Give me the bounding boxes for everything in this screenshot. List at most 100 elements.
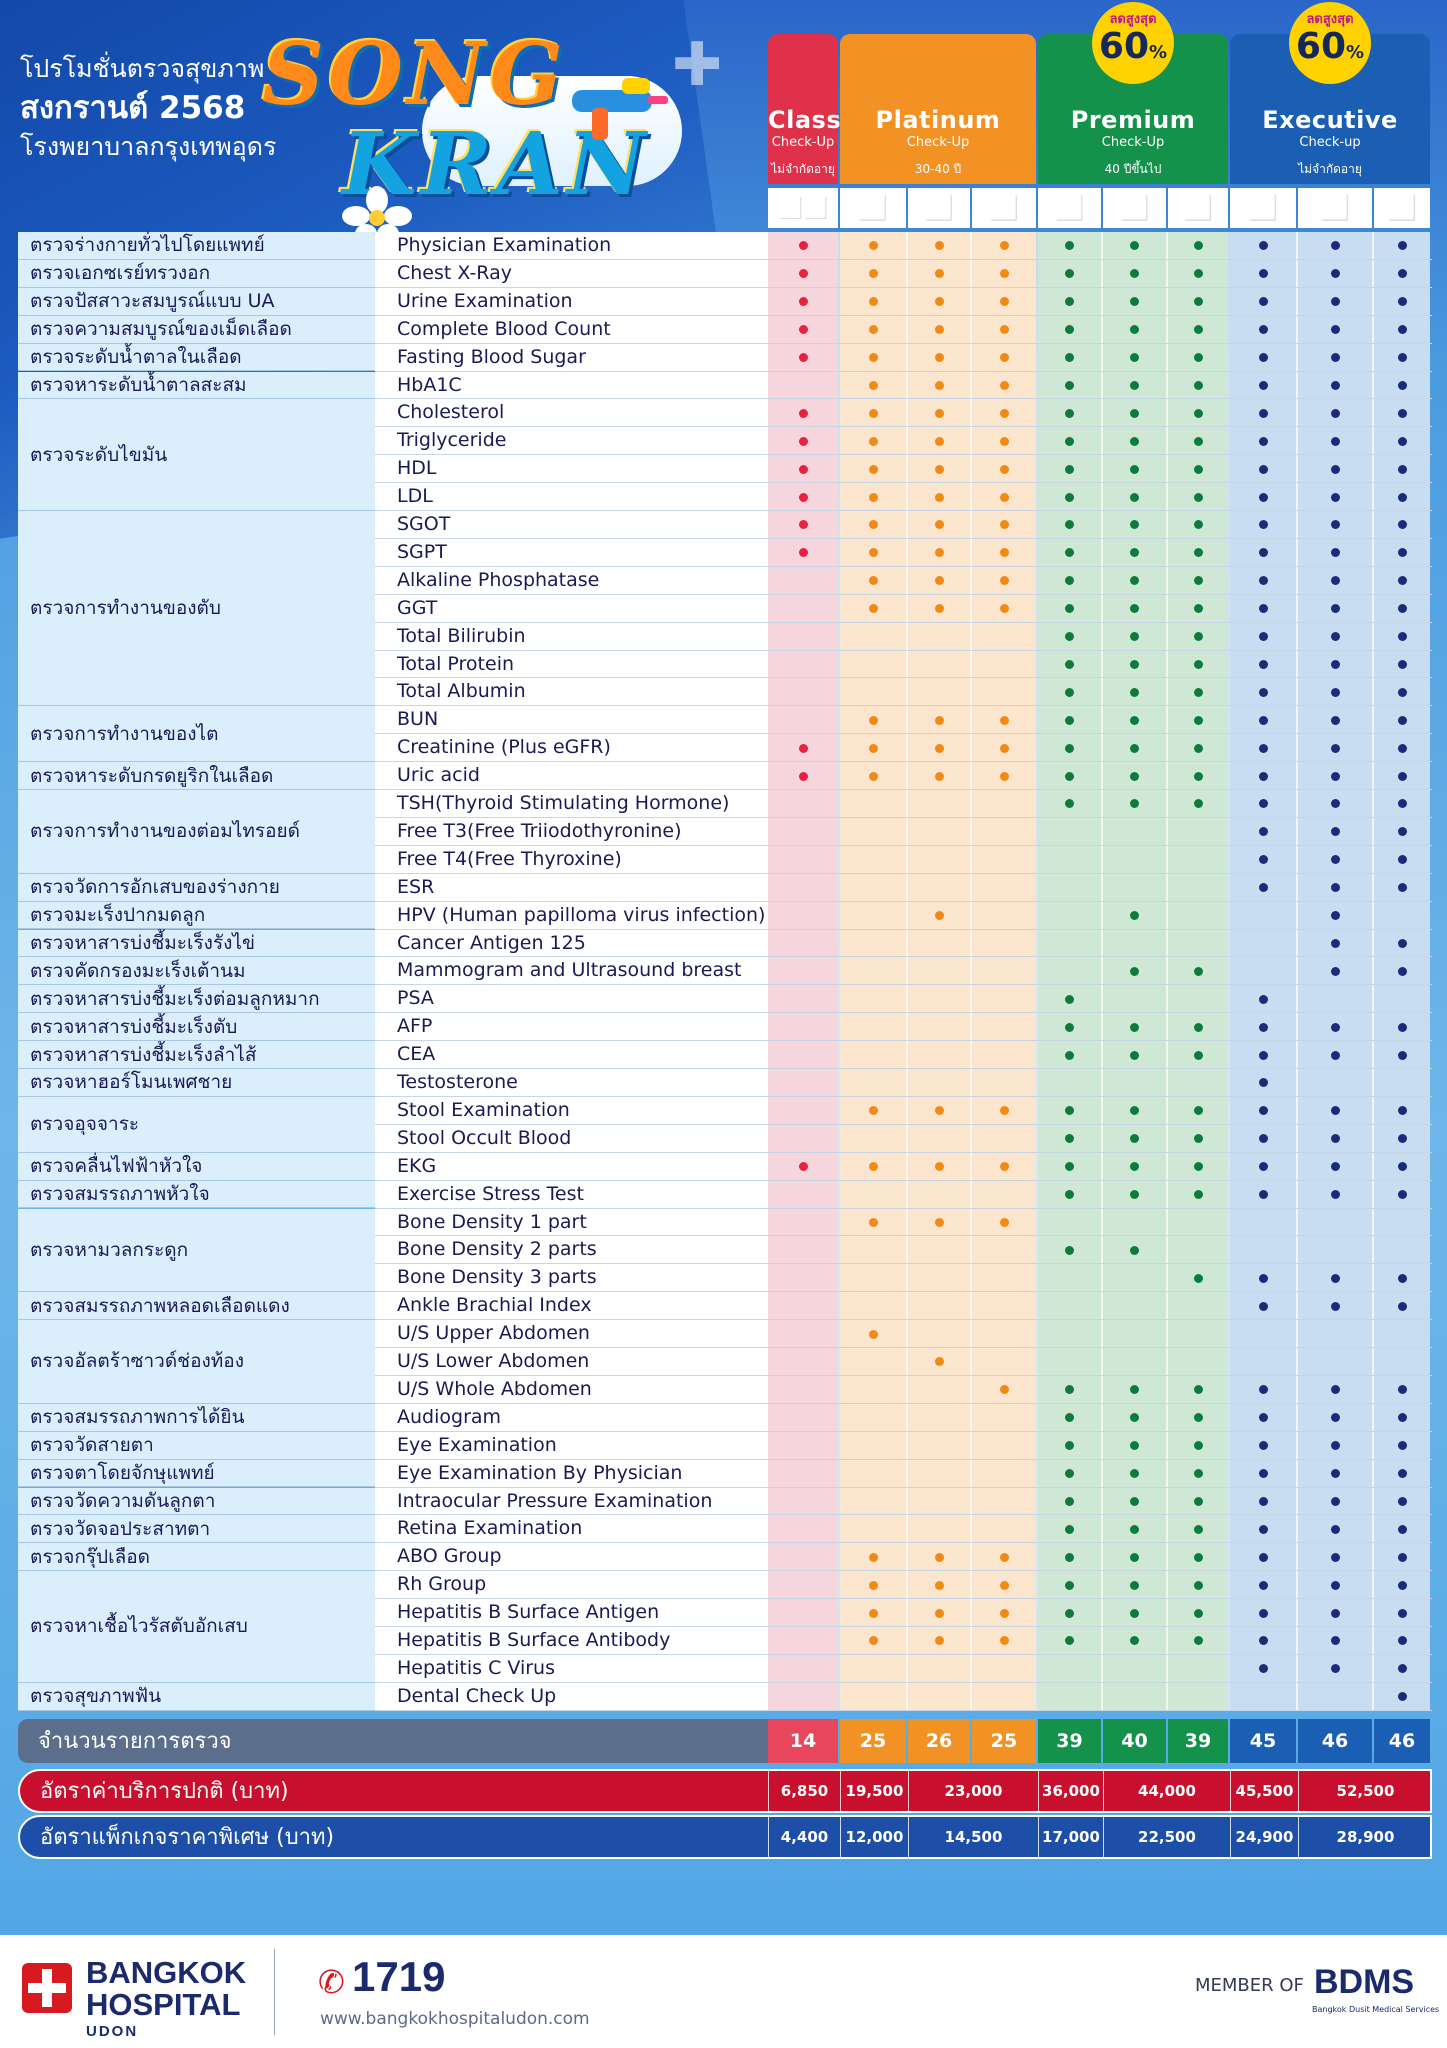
brand-line1: BANGKOK [86, 1955, 247, 1990]
included-dot [1330, 1580, 1340, 1590]
included-dot [999, 1552, 1009, 1562]
included-dot [1330, 1441, 1340, 1451]
included-dot [1193, 743, 1203, 753]
included-dot [1130, 632, 1139, 642]
plan-age-range: ไม่จำกัดอายุ [771, 162, 835, 176]
included-dot [1397, 1385, 1407, 1395]
test-name: Free T3(Free Triiodothyronine) [397, 819, 682, 842]
included-dot [868, 1636, 878, 1646]
included-dot [1193, 1050, 1203, 1060]
included-dot [1330, 1050, 1340, 1060]
included-dot [1193, 408, 1203, 418]
included-dot [1330, 1636, 1340, 1646]
test-name: ABO Group [397, 1545, 502, 1568]
included-dot [999, 743, 1009, 753]
included-dot [934, 325, 944, 335]
thai-test-group: ตรวจตาโดยจักษุแพทย์ [18, 1459, 375, 1488]
included-dot [868, 1217, 878, 1227]
included-dot [1258, 1524, 1268, 1534]
table-row-divider [375, 1068, 1432, 1069]
included-dot [1065, 380, 1074, 390]
thai-test-name: ตรวจคัดกรองมะเร็งเต้านม [30, 959, 246, 982]
included-dot [1193, 659, 1203, 669]
included-dot [934, 520, 944, 530]
table-row-divider [375, 844, 1432, 846]
included-dot [1193, 1496, 1203, 1506]
included-dot [1193, 436, 1203, 446]
included-dot [1065, 436, 1074, 446]
thai-test-group: ตรวจคลื่นไฟฟ้าหัวใจ [18, 1152, 375, 1181]
included-dot [1397, 1413, 1407, 1423]
included-dot [934, 408, 944, 418]
thai-test-group: ตรวจสมรรถภาพหลอดเลือดแดง [18, 1292, 375, 1321]
included-dot [1130, 799, 1139, 809]
table-row-divider [375, 1095, 1432, 1097]
included-dot [1397, 1441, 1407, 1451]
included-dot [1397, 1692, 1407, 1702]
hotline-number[interactable]: 1719 [352, 1953, 446, 2000]
table-row-divider [375, 1458, 1432, 1460]
included-dot [1397, 1664, 1407, 1674]
thai-test-group: ตรวจร่างกายทั่วไปโดยแพทย์ [18, 232, 375, 260]
included-dot [934, 576, 944, 586]
included-dot [1258, 353, 1268, 363]
column-separator [1101, 232, 1103, 1711]
table-row-divider [375, 1207, 1432, 1209]
included-dot [1258, 492, 1268, 502]
included-dot [1193, 325, 1203, 335]
normal-price-row: อัตราค่าบริการปกติ (บาท) 6,850 19,500 23,00… [18, 1768, 1432, 1813]
thai-test-group: ตรวจการทำงานของไต [18, 706, 375, 763]
included-dot [934, 269, 944, 279]
included-dot [934, 1636, 944, 1646]
included-dot [934, 241, 944, 251]
thai-test-group: ตรวจมะเร็งปากมดลูก [18, 901, 375, 930]
plan-age-range: ไม่จำกัดอายุ [1298, 162, 1362, 176]
table-row-divider [375, 454, 1432, 456]
included-dot [1130, 1608, 1139, 1618]
included-dot [999, 380, 1009, 390]
included-dot [1330, 1022, 1340, 1032]
table-row-divider [375, 1626, 1432, 1627]
included-dot [1130, 604, 1139, 614]
included-dot [1258, 1413, 1268, 1423]
special-price-value: 12,000 [840, 1816, 908, 1857]
included-dot [1130, 520, 1139, 530]
included-dot [1330, 1134, 1340, 1144]
included-dot [1065, 520, 1074, 530]
table-row-divider [375, 984, 1432, 986]
male-icon: 🚹 [1038, 188, 1101, 228]
test-name: Chest X-Ray [397, 261, 512, 284]
included-dot [1330, 911, 1340, 921]
included-dot [1258, 1608, 1268, 1618]
included-dot [1065, 771, 1074, 781]
included-dot [1258, 1636, 1268, 1646]
included-dot [1330, 353, 1340, 363]
included-dot [868, 436, 878, 446]
included-dot [1330, 1664, 1340, 1674]
included-dot [1258, 1496, 1268, 1506]
included-dot [1258, 1106, 1268, 1116]
included-dot [1130, 659, 1139, 669]
table-row-divider [375, 816, 1432, 818]
test-name: SGPT [397, 540, 447, 563]
table-row-divider [375, 1514, 1432, 1516]
test-name: Exercise Stress Test [397, 1182, 584, 1205]
included-dot [798, 771, 808, 781]
table-row-divider [375, 1430, 1432, 1432]
thai-test-name: ตรวจวัดการอักเสบของร่างกาย [30, 876, 280, 899]
included-dot [868, 520, 878, 530]
included-dot [1130, 1413, 1139, 1423]
included-dot [1258, 632, 1268, 642]
female-icon: 🚺 [972, 188, 1036, 228]
included-dot [1065, 269, 1074, 279]
included-dot [1397, 520, 1407, 530]
thai-test-name: ตรวจอัลตร้าซาวด์ช่องท้อง [30, 1350, 244, 1373]
website-link[interactable]: www.bangkokhospitaludon.com [320, 2009, 590, 2029]
included-dot [1397, 799, 1407, 809]
included-dot [1258, 1301, 1268, 1311]
included-dot [1397, 1162, 1407, 1172]
included-dot [1130, 241, 1139, 251]
included-dot [1065, 576, 1074, 586]
thai-test-name: ตรวจสมรรถภาพการได้ยิน [30, 1406, 245, 1429]
test-name: Ankle Brachial Index [397, 1294, 592, 1317]
